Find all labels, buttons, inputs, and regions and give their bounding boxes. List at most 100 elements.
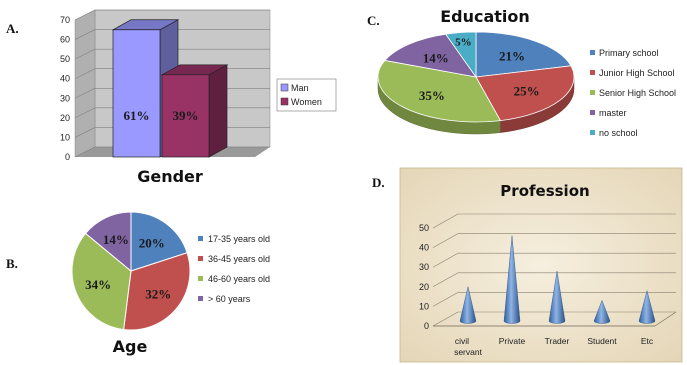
gender-grid-side xyxy=(74,29,96,40)
profession-x-tick: Etc xyxy=(641,336,654,346)
education-data-label: 35% xyxy=(419,88,445,103)
education-chart: Education 21% 25% 35% 14% 5% Primary school J… xyxy=(377,7,676,138)
age-slice xyxy=(84,211,132,273)
gender-grid-side xyxy=(74,146,96,158)
education-legend-swatch xyxy=(590,50,595,55)
age-chart: 20% 32% 34% 14% Age 17-35 years old 36-45 ye… xyxy=(71,211,270,356)
profession-x-axis: civil servant Private Trader Student Etc xyxy=(454,336,654,357)
gender-y-tick: 60 xyxy=(60,35,70,45)
education-data-label: 5% xyxy=(455,37,472,49)
age-data-label: 14% xyxy=(103,232,129,247)
panel-letter-b: B. xyxy=(6,256,18,271)
profession-cone xyxy=(503,235,521,324)
gender-bars: 61% 39% xyxy=(111,19,229,158)
gender-legend: Man Women xyxy=(276,78,337,112)
profession-y-tick: 10 xyxy=(419,301,429,311)
profession-cone xyxy=(548,270,566,324)
education-data-label: 14% xyxy=(423,50,449,65)
profession-cones xyxy=(459,235,656,324)
education-legend-entry: Senior High School xyxy=(599,88,676,98)
gender-y-tick: 10 xyxy=(60,132,70,142)
profession-gridlines xyxy=(432,213,677,327)
gender-y-tick: 70 xyxy=(60,15,70,25)
gender-grid-side xyxy=(74,48,96,60)
profession-grid-side xyxy=(432,292,459,307)
profession-cone xyxy=(593,299,611,324)
gender-y-tick: 50 xyxy=(60,54,70,64)
profession-chart: Profession 0 10 20 30 40 50 civil servant Priva… xyxy=(399,167,683,363)
education-data-label: 25% xyxy=(514,84,540,99)
gender-grid-side xyxy=(74,127,96,138)
education-pie: 21% 25% 35% 14% 5% xyxy=(377,31,575,135)
age-legend-swatch xyxy=(198,236,203,241)
age-legend-entry: 36-45 years old xyxy=(208,254,270,264)
gender-y-axis: 0 10 20 30 40 50 60 70 xyxy=(60,15,70,162)
profession-x-tick: Private xyxy=(499,336,526,346)
age-slice xyxy=(130,211,188,272)
age-legend-swatch xyxy=(198,256,203,261)
panel-letter-a: A. xyxy=(6,21,19,36)
gender-legend-swatch-man xyxy=(280,83,289,92)
gender-grid-side xyxy=(74,9,96,21)
profession-y-tick: 20 xyxy=(419,282,429,292)
gender-y-tick: 0 xyxy=(65,152,70,162)
profession-x-tick: Student xyxy=(587,336,617,346)
profession-title: Profession xyxy=(500,182,589,200)
gender-side-wall xyxy=(74,9,96,158)
profession-grid-side xyxy=(432,252,459,268)
gender-legend-women: Women xyxy=(291,97,322,107)
profession-y-tick: 40 xyxy=(419,243,429,253)
gender-data-label: 39% xyxy=(173,108,199,123)
age-legend-entry: > 60 years xyxy=(208,294,251,304)
education-legend-entry: no school xyxy=(599,128,638,138)
education-slice xyxy=(377,59,502,123)
education-legend-entry: Primary school xyxy=(599,48,659,58)
profession-cone xyxy=(459,286,477,324)
gender-legend-swatch-women xyxy=(280,97,289,106)
panel-letter-c: C. xyxy=(367,13,380,28)
education-legend-entry: master xyxy=(599,108,627,118)
education-slice xyxy=(475,65,575,122)
gender-y-tick: 20 xyxy=(60,113,70,123)
age-data-label: 32% xyxy=(145,287,171,302)
education-data-label: 21% xyxy=(499,49,525,64)
gender-bar-man xyxy=(112,29,161,158)
education-title: Education xyxy=(440,7,530,26)
age-title: Age xyxy=(113,337,148,356)
profession-cone xyxy=(638,289,656,324)
profession-grid-side xyxy=(432,213,459,229)
age-legend: 17-35 years old 36-45 years old 46-60 year… xyxy=(198,234,270,304)
profession-grid-side xyxy=(432,233,459,248)
gender-legend-man: Man xyxy=(291,83,309,93)
education-legend-swatch xyxy=(590,90,595,95)
profession-grid-side xyxy=(432,311,459,327)
gender-grid-side xyxy=(74,107,96,119)
age-data-label: 20% xyxy=(139,235,165,250)
education-legend-swatch xyxy=(590,110,595,115)
profession-background xyxy=(399,167,683,363)
gender-bar-side xyxy=(208,64,228,158)
education-legend: Primary school Junior High School Senior H… xyxy=(590,48,676,138)
age-legend-entry: 17-35 years old xyxy=(208,234,270,244)
age-legend-swatch xyxy=(198,296,203,301)
education-legend-entry: Junior High School xyxy=(599,68,675,78)
gender-bar-women xyxy=(161,74,210,158)
profession-floor-side xyxy=(654,311,677,327)
education-legend-swatch xyxy=(590,130,595,135)
gender-y-tick: 30 xyxy=(60,93,70,103)
gender-title: Gender xyxy=(137,167,203,186)
gender-grid-side xyxy=(74,88,96,99)
education-legend-swatch xyxy=(590,70,595,75)
profession-y-tick: 50 xyxy=(419,223,429,233)
gender-data-label: 61% xyxy=(124,108,150,123)
panel-letter-d: D. xyxy=(372,175,385,190)
gender-grid-side xyxy=(74,68,96,79)
education-slice xyxy=(445,31,477,79)
age-slice xyxy=(123,252,191,331)
profession-y-tick: 0 xyxy=(424,321,429,331)
age-data-label: 34% xyxy=(85,277,111,292)
age-legend-entry: 46-60 years old xyxy=(208,274,270,284)
profession-y-axis: 0 10 20 30 40 50 xyxy=(419,223,429,331)
education-slice xyxy=(475,31,572,78)
